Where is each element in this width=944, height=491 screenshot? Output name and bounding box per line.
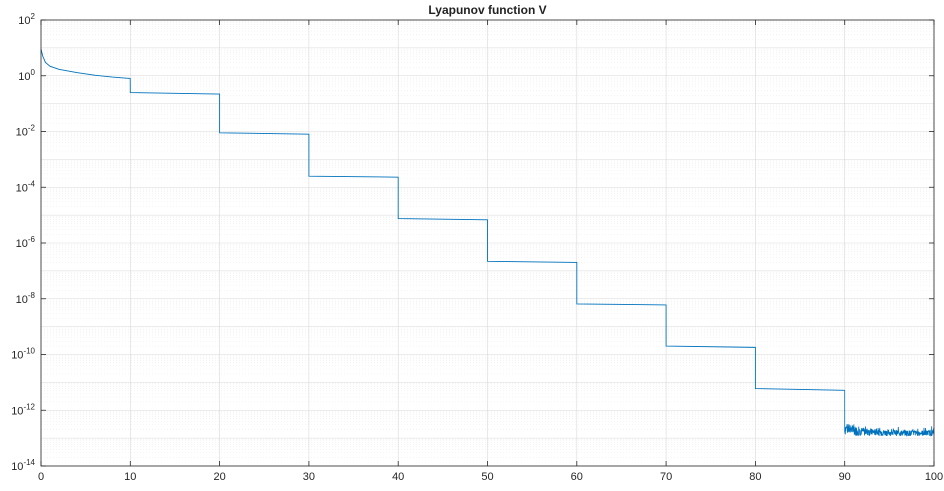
y-tick-label: 10-4 [16, 179, 36, 194]
x-tick-label: 60 [571, 471, 583, 483]
y-tick-label: 100 [18, 68, 35, 83]
x-tick-label: 30 [303, 471, 315, 483]
y-tick-label: 10-2 [16, 124, 36, 139]
chart-title: Lyapunov function V [428, 3, 546, 17]
x-tick-label: 90 [839, 471, 851, 483]
x-tick-label: 40 [392, 471, 404, 483]
y-tick-label: 10-12 [11, 402, 35, 417]
series-line [40, 49, 845, 391]
x-tick-label: 50 [481, 471, 493, 483]
axis-ticks: 0 10 20 30 40 50 60 70 80 90 100 102 100 10-2 10-4 10-6… [11, 12, 943, 483]
x-tick-label: 10 [124, 471, 136, 483]
y-tick-label: 102 [18, 12, 35, 27]
y-tick-label: 10-10 [11, 347, 35, 362]
noise-tail-line [844, 390, 935, 437]
data-series [40, 49, 935, 437]
y-tick-label: 10-14 [11, 458, 35, 473]
x-tick-label: 20 [213, 471, 225, 483]
x-tick-label: 100 [925, 471, 943, 483]
y-tick-label: 10-6 [16, 235, 36, 250]
x-tick-label: 70 [660, 471, 672, 483]
grid-lines [40, 19, 935, 467]
x-tick-label: 80 [749, 471, 761, 483]
y-tick-label: 10-8 [16, 291, 36, 306]
x-tick-label: 0 [38, 471, 44, 483]
